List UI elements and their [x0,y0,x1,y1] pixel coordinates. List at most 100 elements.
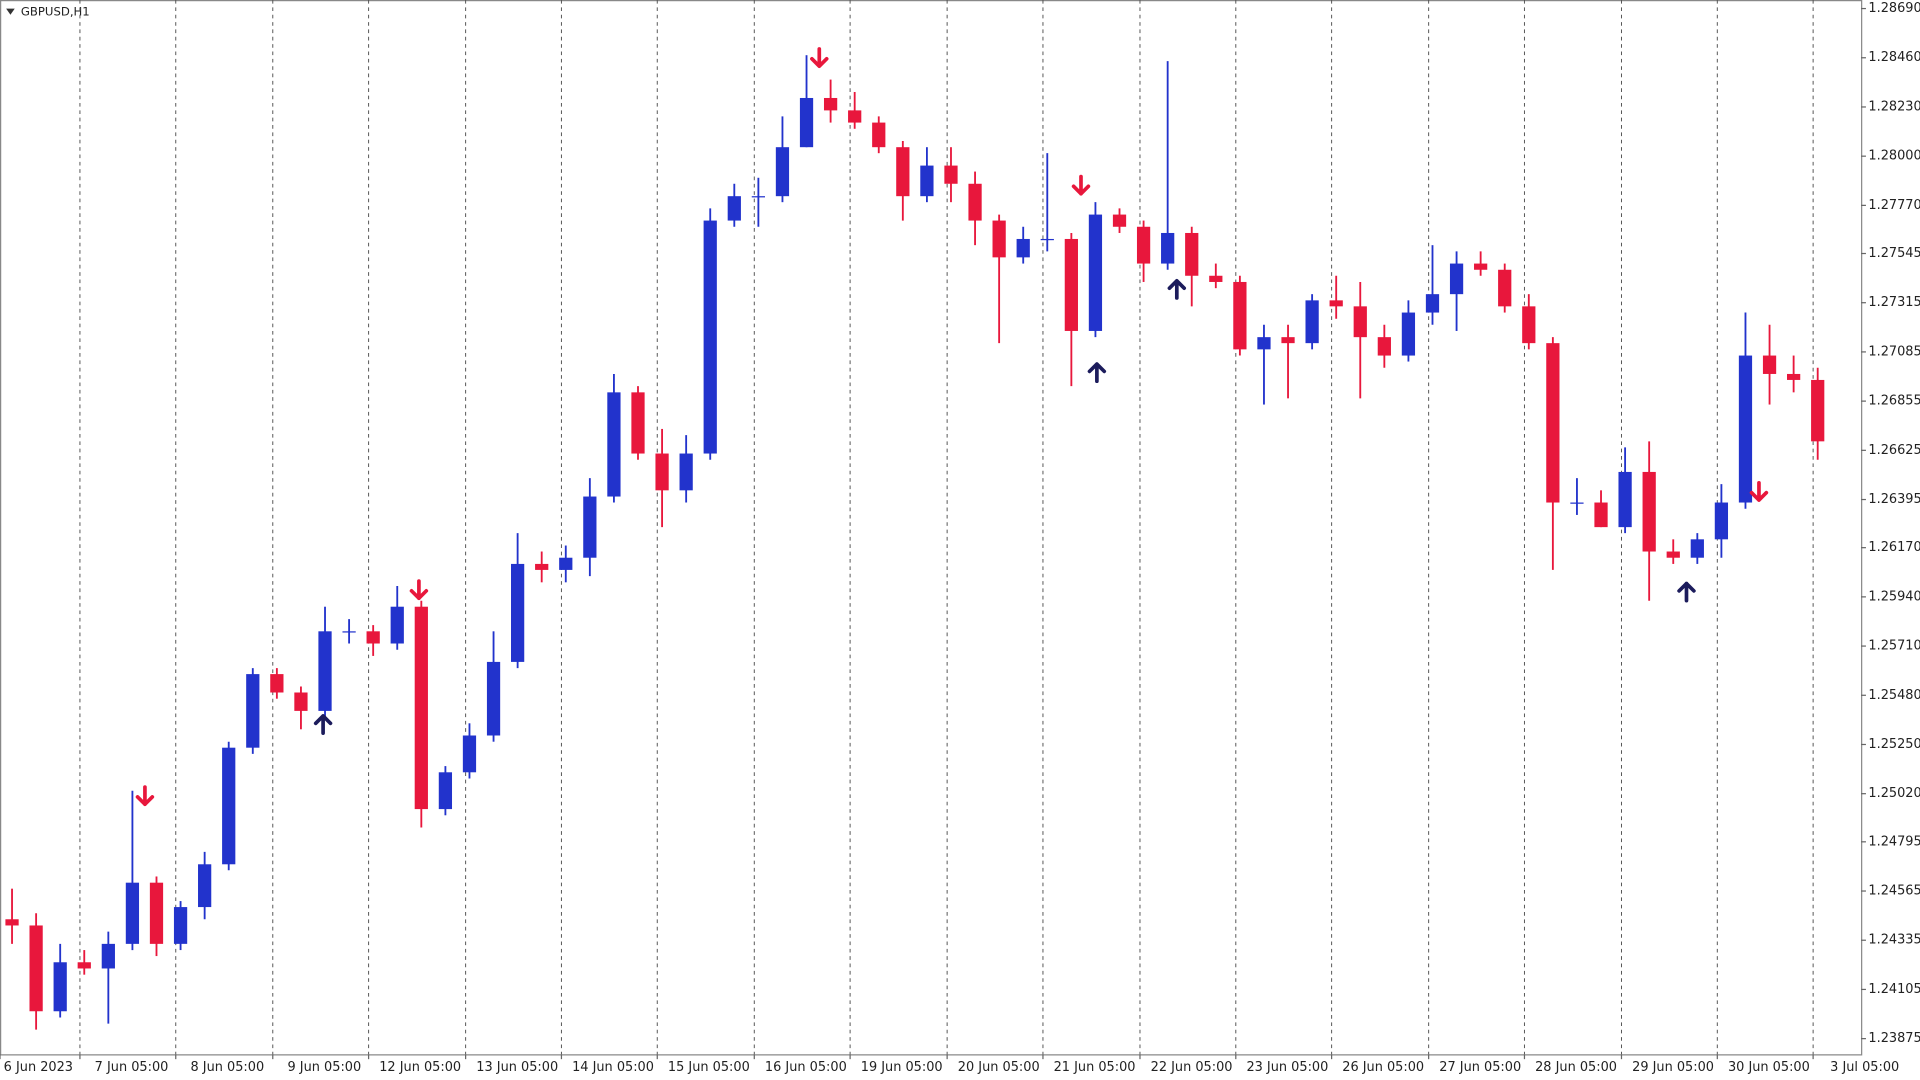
candle-body [727,196,741,221]
candle-body [1185,232,1199,276]
x-tick-label: 8 Jun 05:00 [191,1060,265,1075]
candle-body [486,661,501,736]
x-tick-label: 30 Jun 05:00 [1728,1060,1810,1075]
x-tick-label: 27 Jun 05:00 [1439,1060,1521,1075]
x-tick-label: 28 Jun 05:00 [1535,1060,1617,1075]
candle-body [1666,551,1680,558]
candle-body [462,735,477,773]
candle-body [198,864,212,908]
candle-body [511,563,525,662]
x-tick-label: 19 Jun 05:00 [861,1060,943,1075]
y-tick-label: 1.24795 [1868,834,1920,849]
x-tick-label: 9 Jun 05:00 [288,1060,362,1075]
x-tick-label: 22 Jun 05:00 [1151,1060,1233,1075]
x-tick-label: 7 Jun 05:00 [95,1060,169,1075]
candle-body [270,674,284,693]
candle-body [342,631,356,633]
candle-body [1738,355,1753,503]
x-tick-label: 20 Jun 05:00 [958,1060,1040,1075]
y-tick-label: 1.25020 [1868,786,1920,801]
candle-body [992,220,1006,258]
candle-body [1474,263,1488,270]
candle-body [1570,502,1584,504]
y-tick-label: 1.25480 [1868,688,1920,703]
candle-body [944,165,958,184]
y-tick-label: 1.24565 [1868,884,1920,899]
candle-body [438,772,453,810]
candle-body [1209,275,1223,282]
candle-body [1136,226,1151,264]
y-tick-label: 1.24335 [1868,933,1920,948]
candle-body [246,674,260,748]
candle-body [1811,379,1825,442]
candle-body [655,453,669,491]
candle-body [607,392,621,497]
candle-body [775,147,790,197]
candle-body [1498,269,1512,307]
y-tick-label: 1.27770 [1868,198,1920,213]
candle-body [1377,337,1391,356]
candle-body [29,925,43,1012]
x-tick-label: 16 Jun 05:00 [765,1060,847,1075]
candle-body [872,122,886,148]
candle-body [390,606,404,644]
y-tick-label: 1.25940 [1868,589,1920,604]
candle-body [559,557,573,570]
candle-body [823,97,838,111]
candle-body [1353,306,1367,338]
buy-signal [1677,581,1696,603]
candle-body [53,962,67,1012]
candle-body [751,196,765,198]
candle-body [1546,343,1560,503]
x-tick-label: 6 Jun 2023 [4,1060,73,1075]
y-tick-label: 1.28230 [1868,99,1920,114]
candle-body [222,747,236,865]
candle-body [1787,373,1801,380]
candle-body [1305,300,1319,344]
y-tick-label: 1.25250 [1868,737,1920,752]
y-tick-label: 1.26170 [1868,540,1920,555]
candle-body [1449,263,1464,295]
candle-body [896,147,910,197]
y-tick-label: 1.28460 [1868,50,1920,65]
candle-body [1064,238,1078,331]
candle-body [101,943,115,969]
candle-body [149,882,164,944]
x-tick-label: 3 Jul 05:00 [1830,1060,1899,1075]
candle-body [414,606,428,810]
candle-body [535,563,549,570]
sell-signal [409,579,429,601]
candle-body [125,882,140,944]
candle-body [1642,471,1656,552]
candle-body [1161,232,1175,264]
candle-body [631,392,645,454]
x-tick-label: 26 Jun 05:00 [1342,1060,1424,1075]
candle-body [1040,238,1054,241]
candle-body [848,110,862,123]
symbol-title: GBPUSD,H1 [21,5,90,19]
y-tick-label: 1.27545 [1868,246,1920,261]
candle-body [1618,471,1632,528]
plot-frame [0,0,1863,1056]
candle-body [583,496,597,558]
candle-body [5,919,19,926]
buy-signal [1087,362,1107,384]
candle-body [1016,238,1030,258]
y-tick-label: 1.27085 [1868,344,1920,359]
x-tick-label: 15 Jun 05:00 [668,1060,750,1075]
y-tick-label: 1.28000 [1868,149,1920,164]
candle-body [679,453,693,491]
y-tick-label: 1.27315 [1868,295,1920,310]
x-tick-label: 14 Jun 05:00 [572,1060,654,1075]
candle-body [1714,502,1729,540]
y-tick-label: 1.24105 [1868,982,1920,997]
menu-triangle[interactable] [6,8,15,15]
candle-body [318,631,332,711]
candle-body [1401,312,1416,356]
y-tick-label: 1.23875 [1868,1031,1920,1046]
candle-body [1690,539,1704,558]
candle-body [1088,214,1103,331]
candle-body [1594,502,1608,528]
